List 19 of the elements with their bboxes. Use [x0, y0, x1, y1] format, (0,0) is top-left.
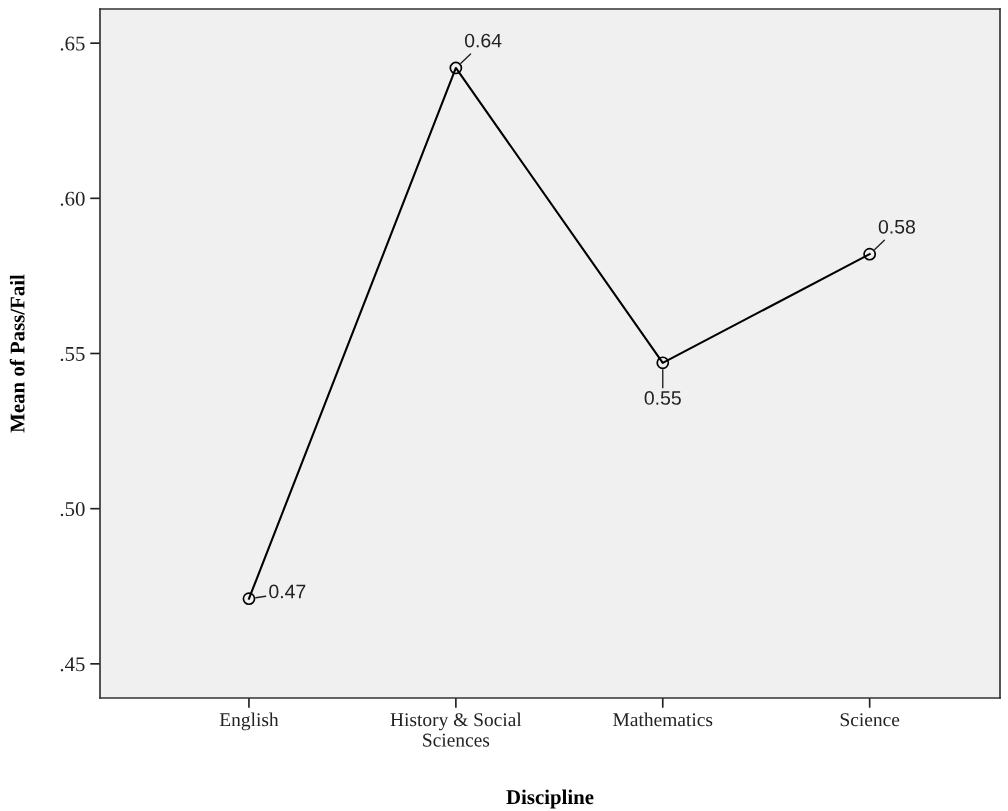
x-tick-label: English — [219, 712, 279, 731]
y-tick-label: .55 — [60, 347, 85, 362]
data-label: 0.55 — [644, 391, 681, 405]
point — [242, 592, 256, 606]
y-tick-label: .60 — [60, 191, 85, 206]
point — [656, 356, 670, 370]
x-tick-label: Mathematics — [613, 712, 713, 727]
point — [449, 61, 463, 75]
x-tick-label: History & Social Sciences — [390, 712, 522, 747]
y-tick-label: .50 — [60, 502, 85, 517]
data-label: 0.64 — [464, 33, 502, 48]
x-axis-title: Discipline — [506, 789, 594, 809]
y-tick-label: .45 — [60, 657, 85, 672]
data-label: 0.58 — [878, 219, 915, 234]
y-axis-title: Mean of Pass/Fail — [9, 274, 25, 433]
x-tick-label: Science — [840, 713, 900, 727]
y-tick-label: .65 — [60, 36, 85, 51]
data-label: 0.47 — [269, 584, 306, 599]
point — [863, 247, 877, 261]
